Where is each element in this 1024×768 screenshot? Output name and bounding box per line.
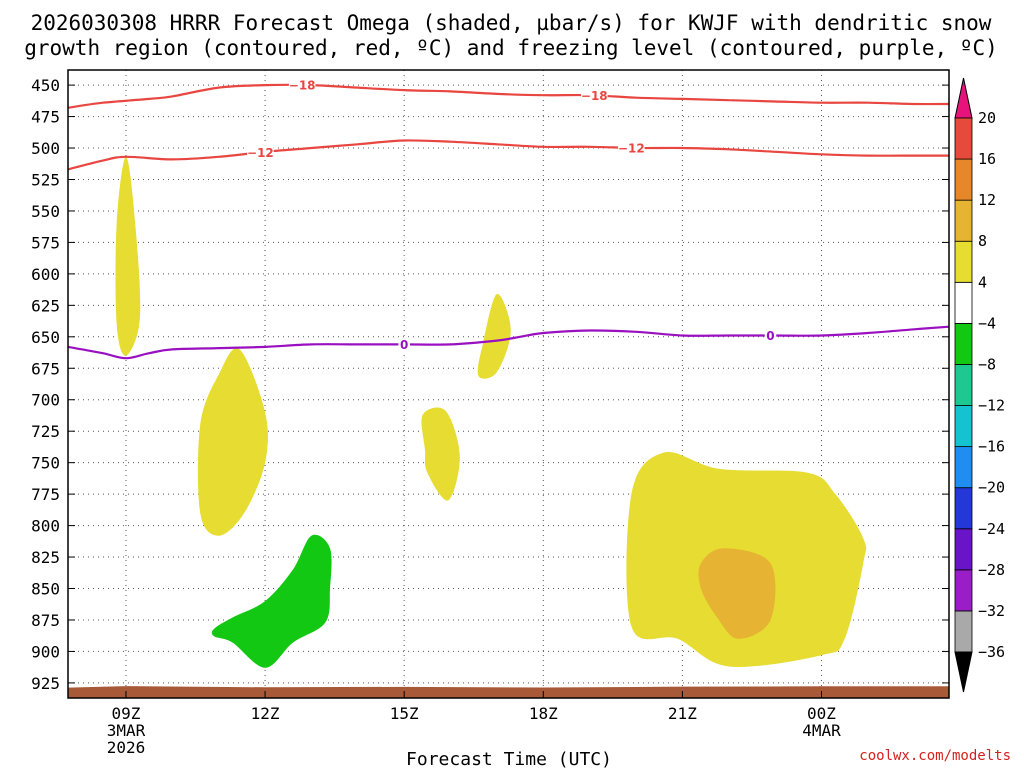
colorbar-label: −20	[978, 479, 1005, 497]
colorbar-label: −16	[978, 438, 1005, 456]
colorbar-swatch	[954, 281, 973, 324]
colorbar-swatch	[954, 199, 973, 242]
colorbar-label: 4	[978, 273, 987, 291]
x-tick-label: 09Z	[112, 704, 141, 723]
contour-label-freezing-level: 0	[400, 338, 408, 352]
contour-label-dgz-minus18: −18	[581, 89, 608, 103]
colorbar: 20 16 12 8 4 −4 −8 −12 −16 −20 −24 −28 −32 −36	[954, 77, 1005, 693]
y-tick-label: 575	[31, 233, 60, 252]
colorbar-over-triangle	[954, 77, 973, 119]
x-tick-date: 3MAR	[107, 721, 146, 740]
colorbar-swatch	[954, 446, 973, 489]
y-tick-label: 475	[31, 108, 60, 127]
omega-region-plume-11z	[197, 348, 268, 536]
x-tick-label: 15Z	[390, 704, 419, 723]
contour-label-dgz-minus18: −18	[289, 79, 316, 93]
colorbar-label: 16	[978, 150, 996, 168]
y-tick-label: 675	[31, 359, 60, 378]
x-tick-year: 2026	[107, 738, 146, 757]
colorbar-swatch	[954, 364, 973, 406]
colorbar-swatch	[954, 322, 973, 365]
colorbar-label: −36	[978, 643, 1005, 661]
colorbar-label: −12	[978, 397, 1005, 415]
y-tick-label: 800	[31, 517, 60, 536]
colorbar-label: 20	[978, 109, 996, 127]
omega-region-plume-1530z	[421, 407, 460, 501]
plot-frame	[67, 69, 950, 699]
omega-region-core-22z	[698, 548, 776, 639]
grid-lines	[68, 70, 949, 698]
y-tick-label: 525	[31, 170, 60, 189]
omega-region-sinking-1230z	[211, 534, 332, 668]
y-tick-label: 750	[31, 454, 60, 473]
y-tick-label: 450	[31, 76, 60, 95]
y-tick-label: 725	[31, 422, 60, 441]
x-tick-label: 00Z	[807, 704, 836, 723]
colorbar-under-triangle	[954, 651, 973, 693]
y-tick-label: 500	[31, 139, 60, 158]
colorbar-swatch	[954, 528, 973, 571]
colorbar-swatch	[954, 158, 973, 201]
colorbar-swatch	[954, 610, 973, 653]
terrain-layer	[68, 686, 949, 698]
pressure-axis: 450 475 500 525 550 575 600 625 650 675 700 725 750 7…	[31, 76, 949, 693]
colorbar-label: −4	[978, 314, 996, 332]
temperature-contours: −18 −18 −12 −12 0 0	[67, 78, 950, 360]
contour-label-dgz-minus12: −12	[247, 146, 274, 160]
omega-region-plume-09z	[115, 156, 141, 356]
colorbar-swatch	[954, 405, 973, 448]
colorbar-label: 12	[978, 191, 996, 209]
x-tick-label: 12Z	[251, 704, 280, 723]
contour-label-bg	[581, 88, 608, 103]
colorbar-swatch	[954, 240, 973, 283]
y-tick-label: 900	[31, 642, 60, 661]
y-tick-label: 825	[31, 548, 60, 567]
contour-label-bg	[764, 328, 777, 343]
contour-label-bg	[288, 78, 316, 93]
colorbar-swatch	[954, 117, 973, 160]
colorbar-label: −24	[978, 520, 1005, 538]
colorbar-label: −28	[978, 561, 1005, 579]
colorbar-swatch	[954, 569, 973, 612]
y-tick-label: 775	[31, 485, 60, 504]
contour-label-bg	[247, 145, 274, 160]
contour-label-bg	[398, 337, 410, 352]
x-axis-label: Forecast Time (UTC)	[406, 749, 612, 768]
omega-region-plume-1630z	[477, 293, 511, 379]
colorbar-label: 8	[978, 232, 987, 250]
y-tick-label: 550	[31, 202, 60, 221]
y-tick-label: 650	[31, 328, 60, 347]
colorbar-label: −8	[978, 355, 996, 373]
contour-line-dgz-minus12	[67, 139, 949, 171]
contour-label-freezing-level: 0	[766, 329, 774, 343]
colorbar-swatch	[954, 487, 973, 530]
y-tick-label: 600	[31, 265, 60, 284]
colorbar-label: −32	[978, 602, 1005, 620]
y-tick-label: 625	[31, 296, 60, 315]
contour-label-bg	[618, 140, 645, 155]
y-tick-label: 700	[31, 391, 60, 410]
chart-title-line-1: 2026030308 HRRR Forecast Omega (shaded, …	[31, 11, 992, 35]
omega-shaded-regions	[115, 156, 867, 668]
x-tick-label: 21Z	[668, 704, 697, 723]
y-tick-label: 875	[31, 611, 60, 630]
y-tick-label: 925	[31, 674, 60, 693]
plot-area: −18 −18 −12 −12 0 0	[67, 69, 950, 699]
terrain-surface	[68, 686, 949, 698]
chart-title-line-2: growth region (contoured, red, ºC) and f…	[24, 36, 998, 60]
y-tick-label: 850	[31, 580, 60, 599]
contour-label-dgz-minus12: −12	[618, 141, 645, 155]
x-tick-label: 18Z	[529, 704, 558, 723]
contour-line-dgz-minus18	[67, 83, 950, 109]
x-tick-date: 4MAR	[802, 721, 841, 740]
contour-line-freezing-level	[67, 325, 950, 360]
credit-text: coolwx.com/modelts	[859, 748, 1011, 764]
